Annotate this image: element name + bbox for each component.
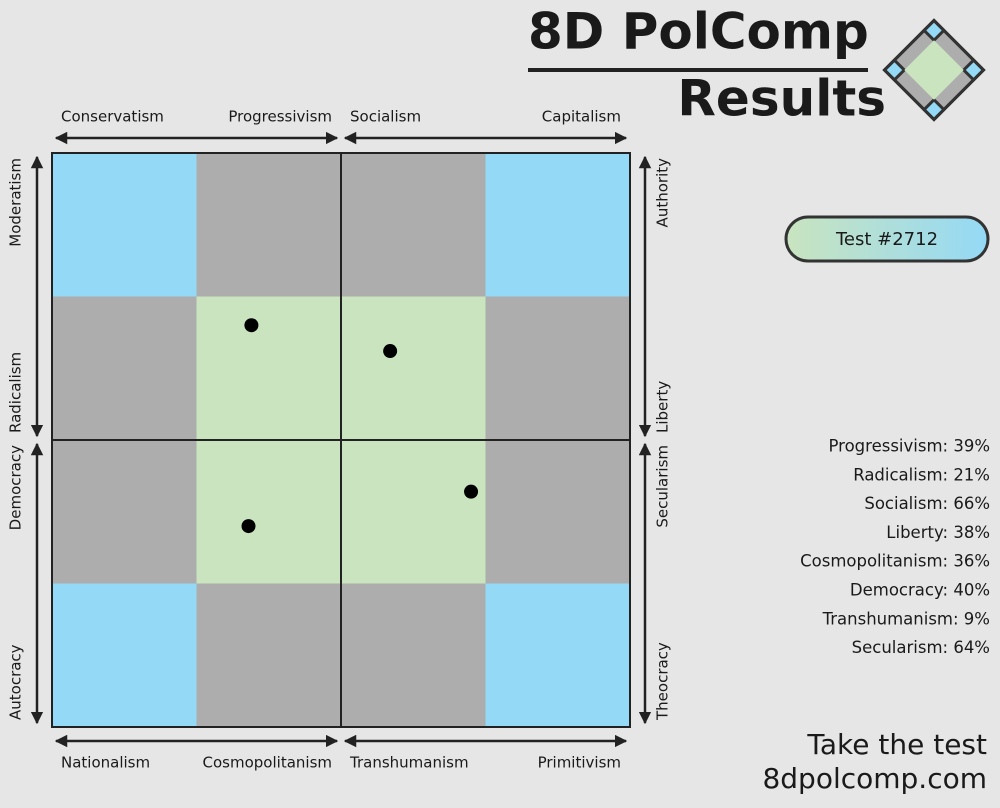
cell [485,296,631,441]
y-axis-label: Theocracy [654,642,672,721]
y-axis-label: Secularism [654,445,672,528]
logo [882,18,986,122]
footer-text: Take the test [806,728,987,761]
cell [485,440,631,584]
chart-area [51,152,631,728]
result-dot [241,519,256,534]
y-axis-label: Moderatism [7,158,25,247]
cell [196,440,342,584]
subtitle: Results [677,70,886,128]
score-line: Secularism: 64% [852,638,990,657]
x-axis-label: Transhumanism [349,754,469,772]
x-axis-label: Cosmopolitanism [203,754,332,772]
score-line: Democracy: 40% [850,581,990,600]
x-axis-label: Primitivism [538,754,621,772]
score-line: Radicalism: 21% [853,465,990,484]
score-line: Cosmopolitanism: 36% [800,552,990,571]
footer-url: 8dpolcomp.com [762,762,987,795]
cell [341,153,486,297]
title: 8D PolComp [528,3,869,61]
y-axis-label: Radicalism [7,352,25,433]
cell [52,153,197,297]
x-axis-label: Socialism [350,108,421,126]
score-line: Transhumanism: 9% [822,609,990,628]
cell [341,440,486,584]
y-axis-label: Democracy [7,445,25,530]
result-dot [244,318,259,333]
cell [196,296,342,441]
test-label: Test #2712 [835,229,938,250]
x-axis-label: Capitalism [542,108,621,126]
y-axis-label: Liberty [654,381,672,433]
score-line: Liberty: 38% [886,523,990,542]
cell [52,296,197,441]
cell [52,440,197,584]
cell [485,153,631,297]
score-list: Progressivism: 39% Radicalism: 21% Sociali… [800,437,990,658]
result-dot [383,344,398,359]
cell [485,583,631,728]
x-axis-label: Nationalism [61,754,150,772]
y-axis-label: Authority [654,158,672,228]
score-line: Progressivism: 39% [829,437,991,456]
result-dot [464,484,479,499]
cell [52,583,197,728]
y-axis-label: Autocracy [7,644,25,720]
test-pill [784,215,990,263]
cell [196,153,342,297]
score-line: Socialism: 66% [864,494,990,513]
x-axis-label: Conservatism [61,108,164,126]
x-axis-label: Progressivism [228,108,332,126]
cell [341,296,486,441]
cell [196,583,342,728]
cell [341,583,486,728]
